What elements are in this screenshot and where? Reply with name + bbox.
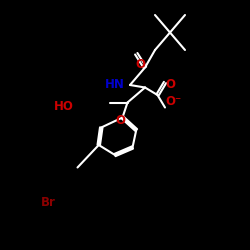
Text: Br: Br — [41, 196, 56, 209]
Text: O: O — [165, 78, 175, 92]
Text: HN: HN — [105, 78, 125, 92]
Text: O: O — [135, 58, 145, 71]
Text: O: O — [115, 114, 125, 126]
Text: HO: HO — [54, 100, 74, 113]
Text: O⁻: O⁻ — [165, 95, 181, 108]
